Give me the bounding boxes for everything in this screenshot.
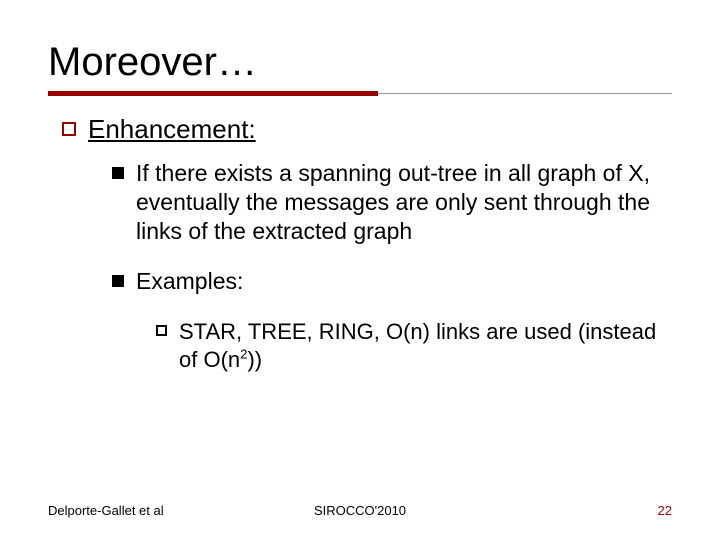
slide-title: Moreover… bbox=[48, 40, 672, 85]
bullet-lvl2-spanning: If there exists a spanning out-tree in a… bbox=[112, 159, 672, 245]
rule-gray bbox=[378, 93, 672, 94]
filled-square-icon bbox=[112, 275, 124, 287]
bullet-text: Enhancement: bbox=[88, 114, 256, 145]
bullet-text: If there exists a spanning out-tree in a… bbox=[136, 159, 672, 245]
text-post: )) bbox=[247, 347, 262, 372]
footer-left: Delporte-Gallet et al bbox=[48, 503, 164, 518]
bullet-lvl1-enhancement: Enhancement: bbox=[62, 114, 672, 145]
slide: Moreover… Enhancement: If there exists a… bbox=[0, 0, 720, 540]
footer: Delporte-Gallet et al SIROCCO'2010 22 bbox=[48, 503, 672, 518]
bullet-lvl2-examples: Examples: bbox=[112, 267, 672, 296]
bullet-text: Examples: bbox=[136, 267, 243, 296]
footer-center: SIROCCO'2010 bbox=[314, 503, 406, 518]
hollow-square-icon bbox=[156, 325, 167, 336]
filled-square-icon bbox=[112, 167, 124, 179]
hollow-square-icon bbox=[62, 122, 76, 136]
title-rule bbox=[48, 91, 672, 96]
bullet-text: STAR, TREE, RING, O(n) links are used (i… bbox=[179, 318, 672, 373]
footer-right: 22 bbox=[658, 503, 672, 518]
bullet-lvl3-star: STAR, TREE, RING, O(n) links are used (i… bbox=[156, 318, 672, 373]
rule-red bbox=[48, 91, 378, 96]
